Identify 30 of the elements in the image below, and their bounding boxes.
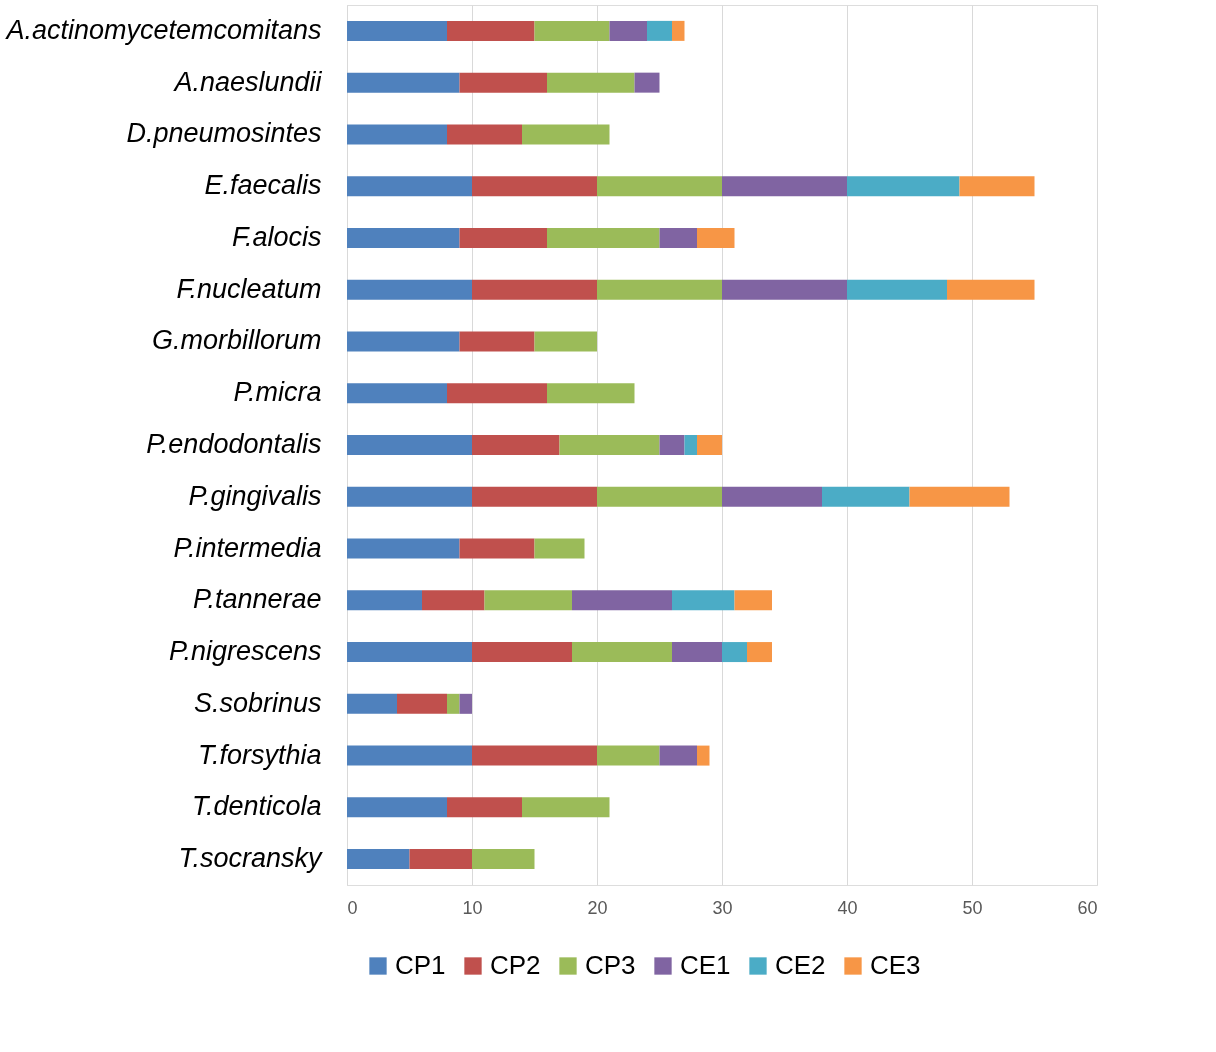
y-tick-label: P.intermedia (173, 532, 322, 563)
y-tick-label: T.denticola (191, 791, 322, 822)
y-tick-label: T.forsythia (197, 739, 322, 770)
y-tick-label: F.alocis (231, 221, 322, 252)
y-tick-label: P.gingivalis (188, 480, 322, 511)
x-tick-label: 0 (347, 897, 358, 918)
y-tick-label: T.socransky (178, 843, 323, 874)
y-tick-label: A.actinomycetemcomitans (4, 14, 322, 45)
y-tick-label: P.nigrescens (168, 636, 322, 667)
y-tick-label: S.sobrinus (193, 687, 322, 718)
legend-label: CE3 (870, 950, 921, 980)
x-tick-label: 30 (712, 897, 733, 918)
y-tick-label: E.faecalis (204, 170, 322, 201)
y-tick-label: A.naeslundii (172, 66, 323, 97)
legend-label: CP1 (395, 950, 446, 980)
y-tick-label: P.tannerae (192, 584, 322, 615)
legend-label: CP2 (490, 950, 541, 980)
legend-label: CE2 (775, 950, 826, 980)
x-tick-label: 20 (587, 897, 608, 918)
x-tick-label: 10 (462, 897, 483, 918)
x-tick-label: 40 (837, 897, 858, 918)
y-tick-label: P.endodontalis (146, 429, 322, 459)
legend-label: CE1 (680, 950, 731, 980)
x-tick-label: 60 (1077, 897, 1098, 918)
legend-label: CP3 (585, 950, 636, 980)
x-tick-label: 50 (962, 897, 983, 918)
y-tick-label: G.morbillorum (151, 325, 322, 356)
y-tick-label: P.micra (233, 377, 322, 408)
y-tick-label: F.nucleatum (176, 273, 322, 304)
y-tick-label: D.pneumosintes (126, 118, 322, 149)
